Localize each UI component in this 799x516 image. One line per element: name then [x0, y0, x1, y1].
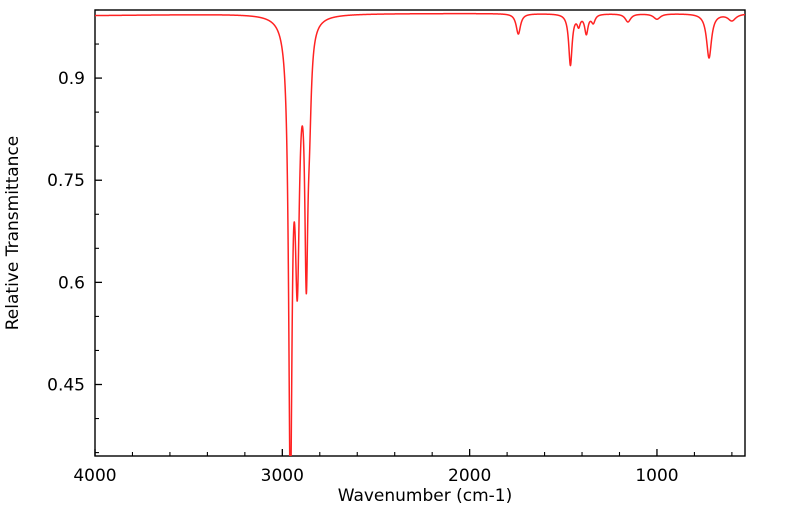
y-tick-label: 0.9: [58, 69, 85, 89]
x-tick-label: 3000: [261, 466, 304, 486]
y-tick-label: 0.45: [47, 376, 85, 396]
spectrum-trace: [95, 12, 745, 456]
axes-frame: [94, 9, 746, 457]
y-axis-title: Relative Transmittance: [3, 136, 23, 331]
axis-ticks: [94, 9, 733, 456]
y-tick-label: 0.6: [58, 273, 85, 293]
plot-frame: [94, 9, 746, 457]
x-tick-label: 1000: [635, 466, 678, 486]
x-tick-label: 4000: [73, 466, 116, 486]
spectrum-trace-group: [95, 12, 745, 456]
x-tick-label: 2000: [448, 466, 491, 486]
x-axis-title: Wavenumber (cm-1): [338, 486, 513, 506]
y-tick-label: 0.75: [47, 171, 85, 191]
axis-tick-labels: 4000 3000 2000 1000 0.9 0.75 0.6 0.45: [47, 69, 678, 486]
